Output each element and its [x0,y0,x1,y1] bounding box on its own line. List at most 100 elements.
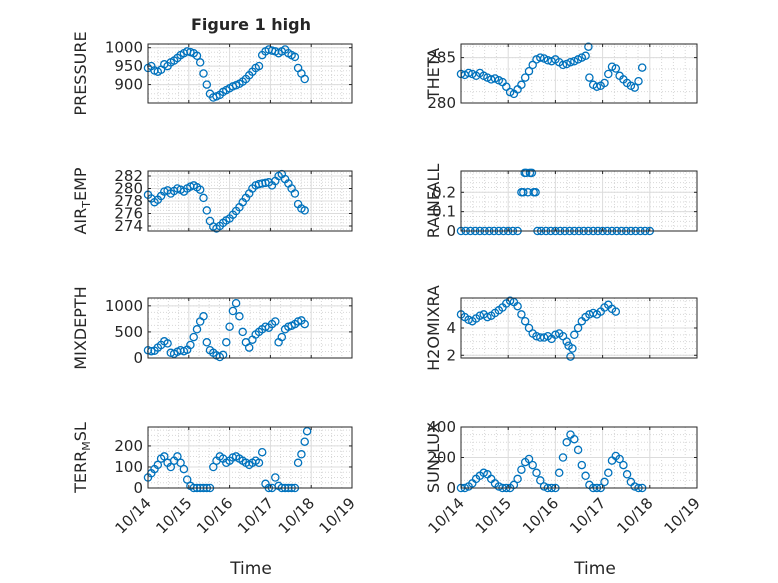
data-point [517,465,526,474]
data-point [615,454,624,464]
data-point [176,458,185,468]
data-point [528,460,537,470]
data-point [517,310,526,319]
axes-box [147,426,353,489]
data-point [244,343,254,352]
x-tick-label: 10/18 [613,494,656,537]
data-point [520,316,530,326]
data-point [527,168,537,178]
data-point [566,57,575,67]
data-point [520,73,530,82]
data-point [235,312,244,321]
data-point [554,468,564,478]
data-point [300,437,309,446]
data-point [199,312,208,321]
axes-box [460,170,698,232]
data-point [513,474,522,484]
data-point [566,430,575,439]
data-point [611,307,621,316]
x-tick-label: 10/16 [193,494,236,537]
y-tick-label: 0 [133,349,143,367]
data-point [464,68,473,78]
data-point [479,468,488,478]
x-tick-label: 10/14 [112,494,155,537]
subplot-terr-msl: 0 100 200 TERRMSL 10/1410/1510/1610/1710/181… [71,422,359,537]
data-point [202,206,212,215]
data-point [513,301,522,311]
data-point [600,477,609,487]
data-point [179,464,189,474]
data-point [163,339,172,348]
y-tick-label: 1000 [105,297,143,315]
data-point [558,453,568,462]
x-axis-label-right: Time [573,559,616,579]
data-point [271,317,280,326]
data-point [505,296,515,305]
data-point [562,438,571,447]
data-point [566,352,575,361]
y-tick-label: 100 [114,458,143,476]
data-point [290,189,300,198]
data-point [517,80,526,90]
y-tick-label: 0 [446,222,456,240]
data-point [173,452,182,461]
x-tick-label: 10/18 [275,494,318,537]
data-point [581,51,590,61]
data-point [189,332,198,342]
data-point [634,76,643,86]
y-tick-label: 0 [446,479,456,497]
y-tick-label: 0.1 [432,203,456,221]
data-point [192,51,202,61]
axes-box [147,43,353,104]
data-point [222,338,231,347]
data-point [483,312,492,322]
y-tick-label: 280 [114,180,143,198]
data-point [573,445,583,455]
data-point [536,476,545,485]
data-point [584,42,593,51]
data-point [592,82,602,91]
data-point [622,470,632,479]
y-axis-label: TERRMSL [71,422,93,494]
y-tick-label: 200 [114,437,143,455]
axes-box [460,43,698,104]
y-axis-label: H2OMIXRA [424,285,443,371]
data-point [257,447,267,457]
data-point [600,78,609,88]
data-point [271,473,280,482]
y-tick-label: 900 [114,76,143,94]
y-tick-label: 2 [446,346,456,364]
data-point [166,462,176,472]
data-point [195,317,205,326]
data-point [532,468,541,478]
data-point [519,188,528,197]
y-axis-label: THETA [424,48,443,100]
data-point [254,61,264,71]
x-tick-label: 10/17 [234,494,277,537]
data-point [573,323,583,333]
data-point [186,340,195,350]
y-tick-label: 500 [114,323,143,341]
y-axis-label: PRESSURE [71,31,90,115]
x-tick-label: 10/14 [425,494,468,537]
figure-title: Figure 1 high [191,15,311,34]
data-point [300,319,309,329]
x-tick-label: 10/15 [472,494,515,537]
data-point [581,471,590,481]
data-point [192,325,202,334]
data-point [238,327,247,337]
data-point [626,477,636,487]
x-tick-label: 10/16 [519,494,562,537]
data-point [524,66,534,76]
y-tick-label: 400 [427,418,456,436]
y-tick-label: 285 [427,49,456,67]
x-tick-label: 10/19 [316,494,359,537]
data-point [248,335,257,344]
data-point [195,185,205,194]
data-point [536,53,545,62]
